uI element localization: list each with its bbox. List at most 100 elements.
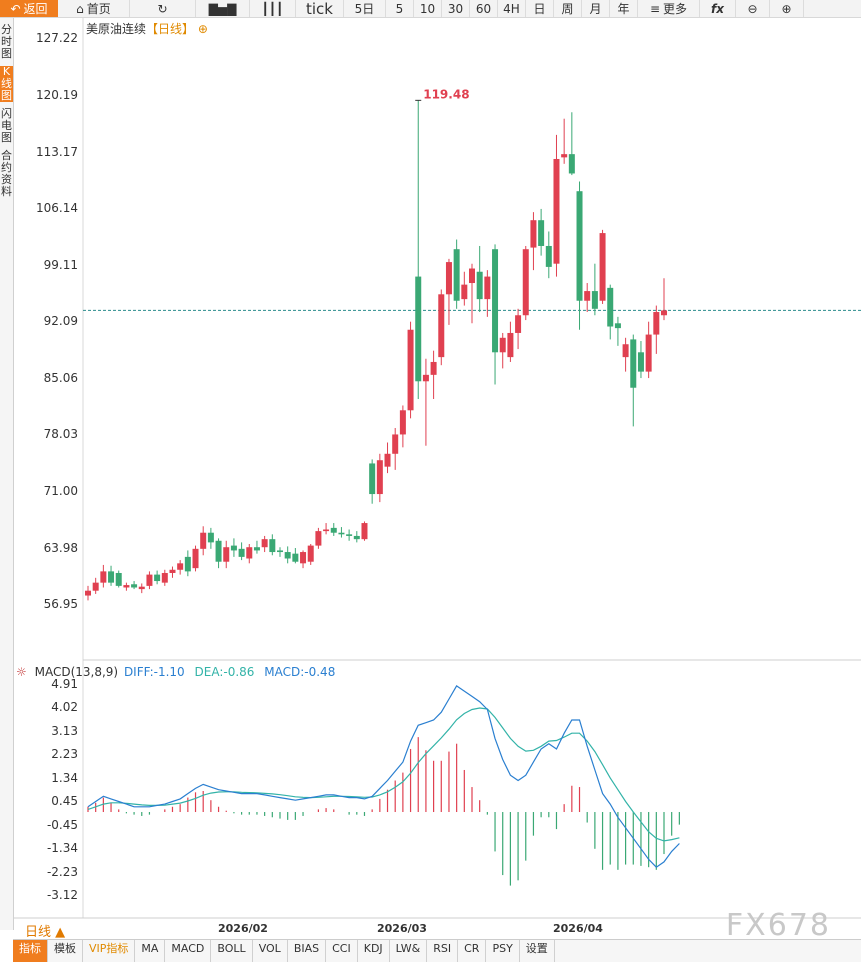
candle-body — [445, 262, 452, 295]
tab-contract-info[interactable]: 合约资料 — [1, 149, 12, 198]
tab-psy[interactable]: PSY — [486, 940, 520, 962]
period-day[interactable]: 日 — [526, 0, 554, 17]
macd-tick: 0.45 — [51, 794, 78, 808]
candlestick-icon: ┃┃┃ — [261, 1, 284, 16]
candle-body — [246, 547, 253, 559]
back-button[interactable]: ↶ 返回 — [0, 0, 58, 17]
tab-time-chart[interactable]: 分时图 — [1, 23, 12, 60]
candle-body — [123, 585, 130, 588]
candle-body — [492, 249, 499, 353]
zoom-out-button[interactable]: ⊖ — [736, 0, 770, 17]
tab-boll[interactable]: BOLL — [211, 940, 253, 962]
candle-body — [599, 233, 606, 301]
period-month[interactable]: 月 — [582, 0, 610, 17]
home-button[interactable]: ⌂ 首页 — [58, 0, 130, 17]
tick-button[interactable]: tick — [296, 0, 344, 18]
zoom-in-icon: ⊕ — [781, 1, 792, 16]
price-layer — [83, 99, 861, 601]
macd-tick: -2.23 — [46, 865, 78, 879]
price-tick: 85.06 — [43, 371, 78, 385]
candle-body — [661, 310, 667, 316]
tab-rsi[interactable]: RSI — [427, 940, 459, 962]
toolbar: ↶ 返回 ⌂ 首页 ↻ ▇▅▇ ┃┃┃ tick 5日 5 10 30 60 4… — [0, 0, 861, 18]
candle-body — [215, 540, 222, 562]
tab-vol[interactable]: VOL — [253, 940, 288, 962]
price-tick: 71.00 — [43, 484, 78, 498]
left-tab-bar: 分时图 K线图 闪电图 合约资料 — [0, 18, 14, 930]
candle-body — [184, 556, 191, 572]
period-5[interactable]: 5 — [386, 0, 414, 17]
candle-body — [469, 268, 475, 284]
candle-body — [85, 590, 91, 596]
period-10[interactable]: 10 — [414, 0, 442, 17]
candle-body — [407, 329, 414, 411]
candle-body — [499, 337, 506, 353]
candlestick-button[interactable]: ┃┃┃ — [250, 0, 296, 17]
candle-body — [161, 572, 168, 583]
tab-cr[interactable]: CR — [458, 940, 487, 962]
period-week[interactable]: 周 — [554, 0, 582, 17]
tab-settings[interactable]: 设置 — [520, 940, 555, 962]
more-button[interactable]: ≡ 更多 — [638, 0, 700, 17]
candle-body — [330, 527, 337, 533]
indicator-tabs: 指标 模板 VIP指标 MA MACD BOLL VOL BIAS CCI KD… — [13, 939, 861, 962]
bar-chart-button[interactable]: ▇▅▇ — [196, 0, 250, 17]
candle-body — [507, 332, 514, 358]
candle-body — [438, 294, 445, 358]
refresh-button[interactable]: ↻ — [130, 0, 196, 17]
date-label: 2026/02 — [218, 922, 268, 935]
period-5day[interactable]: 5日 — [344, 0, 386, 17]
settings-sun-icon[interactable]: ☼ — [16, 665, 27, 679]
tab-vip-indicator[interactable]: VIP指标 — [83, 940, 136, 962]
candle-body — [415, 276, 422, 382]
candle-body — [614, 323, 621, 329]
tab-template[interactable]: 模板 — [48, 940, 83, 962]
macd-tick: 4.02 — [51, 700, 78, 714]
high-price-label: 119.48 — [423, 87, 469, 101]
candle-body — [476, 271, 483, 300]
date-label: 2026/04 — [553, 922, 603, 935]
back-label: 返回 — [23, 2, 48, 16]
candle-body — [392, 434, 399, 454]
zoom-in-button[interactable]: ⊕ — [770, 0, 804, 17]
macd-tick: -0.45 — [46, 818, 78, 832]
price-tick: 127.22 — [36, 31, 78, 45]
candle-body — [269, 539, 276, 553]
period-toggle-button[interactable]: 日线 ▲ — [25, 925, 66, 940]
candle-body — [169, 569, 176, 573]
tab-bias[interactable]: BIAS — [288, 940, 327, 962]
period-4h[interactable]: 4H — [498, 0, 526, 17]
candle-body — [223, 547, 230, 562]
formula-button[interactable]: fx — [700, 0, 736, 17]
candle-body — [292, 553, 299, 562]
tab-kline-chart[interactable]: K线图 — [0, 65, 13, 102]
tab-macd[interactable]: MACD — [165, 940, 212, 962]
candle-body — [369, 463, 376, 495]
add-circle-icon[interactable]: ⊕ — [197, 22, 208, 36]
price-tick: 120.19 — [36, 88, 78, 102]
candle-body — [384, 453, 391, 467]
tab-flash-chart[interactable]: 闪电图 — [1, 107, 12, 144]
price-tick: 56.95 — [43, 597, 78, 611]
tab-indicator[interactable]: 指标 — [13, 940, 48, 962]
candle-body — [607, 287, 614, 327]
price-tick: 63.98 — [43, 541, 78, 555]
period-30[interactable]: 30 — [442, 0, 470, 17]
period-60[interactable]: 60 — [470, 0, 498, 17]
tab-lw[interactable]: LW& — [390, 940, 428, 962]
candle-body — [561, 154, 568, 158]
macd-tick: 3.13 — [51, 724, 78, 738]
candle-body — [138, 586, 145, 590]
dea-line — [87, 707, 680, 842]
tab-kdj[interactable]: KDJ — [358, 940, 390, 962]
tab-ma[interactable]: MA — [135, 940, 166, 962]
candle-body — [284, 552, 291, 559]
candle-body — [553, 158, 560, 264]
instrument-name: 美原油连续 — [86, 22, 147, 36]
candle-body — [207, 532, 214, 543]
candle-body — [422, 374, 429, 382]
period-year[interactable]: 年 — [610, 0, 638, 17]
candle-body — [538, 220, 545, 246]
tab-cci[interactable]: CCI — [326, 940, 358, 962]
